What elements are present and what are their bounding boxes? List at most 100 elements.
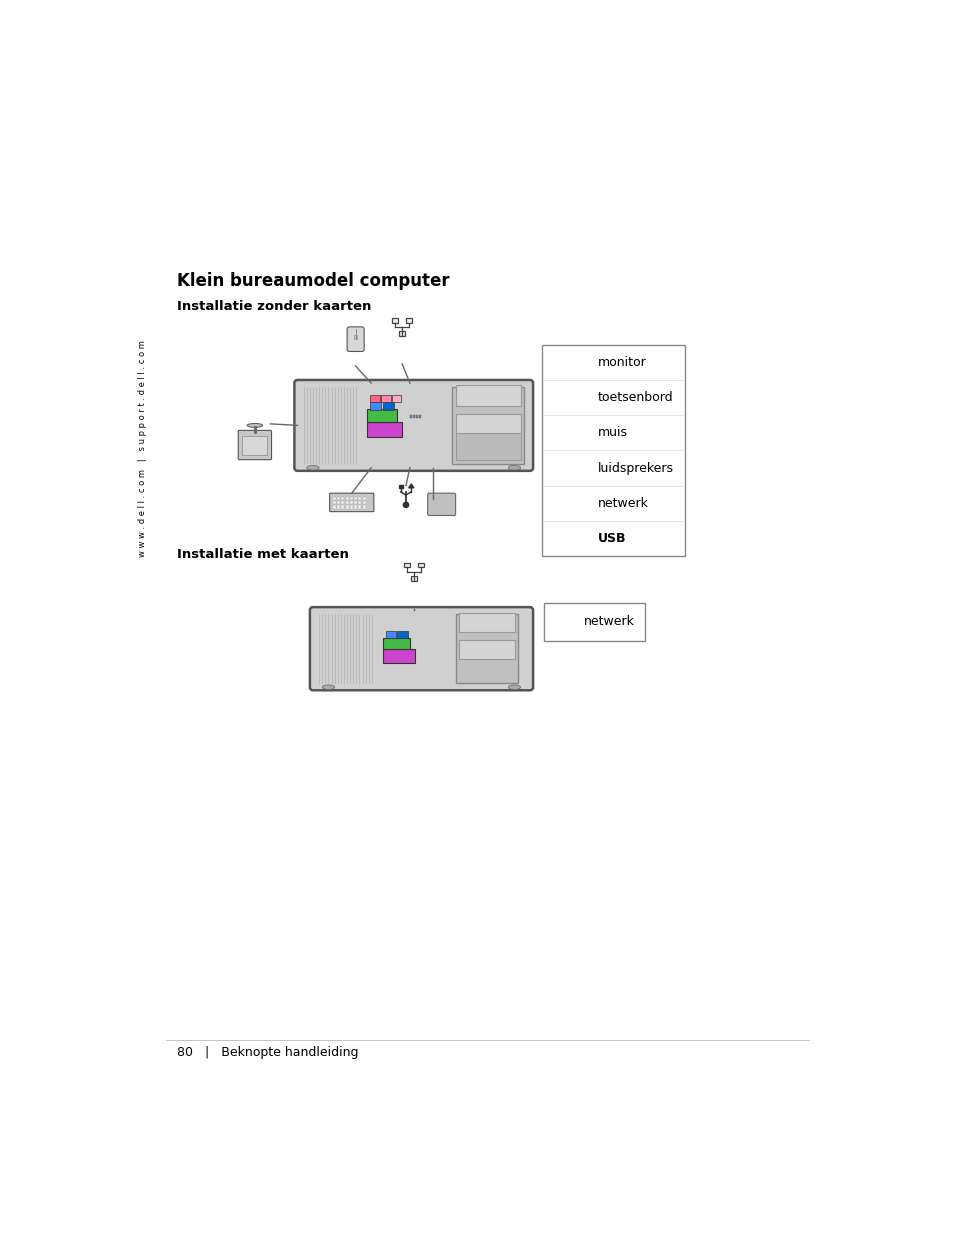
Bar xyxy=(572,398,575,401)
Bar xyxy=(382,403,394,410)
Bar xyxy=(350,496,353,500)
Bar xyxy=(558,390,562,393)
Bar xyxy=(563,394,566,398)
Bar xyxy=(558,394,562,398)
Circle shape xyxy=(562,540,567,545)
Bar xyxy=(567,394,571,398)
Bar xyxy=(543,603,644,641)
Text: netwerk: netwerk xyxy=(597,496,648,510)
Bar xyxy=(572,390,575,393)
Bar xyxy=(456,614,517,683)
FancyBboxPatch shape xyxy=(427,493,456,515)
Bar xyxy=(354,505,356,509)
Bar xyxy=(406,317,412,322)
Bar xyxy=(370,395,379,403)
Bar xyxy=(345,505,348,509)
Text: monitor: monitor xyxy=(597,356,645,369)
Ellipse shape xyxy=(508,685,520,689)
Text: luidsprekers: luidsprekers xyxy=(597,462,673,474)
Bar xyxy=(242,436,267,456)
Bar xyxy=(399,331,404,336)
Bar xyxy=(567,398,571,401)
Ellipse shape xyxy=(247,424,262,427)
Bar xyxy=(333,501,335,504)
Bar xyxy=(381,395,390,403)
Bar xyxy=(567,390,571,393)
Bar xyxy=(341,505,344,509)
FancyBboxPatch shape xyxy=(294,380,533,471)
Bar xyxy=(417,563,423,567)
FancyBboxPatch shape xyxy=(330,493,374,511)
Bar xyxy=(456,414,520,436)
Bar xyxy=(333,505,335,509)
Bar xyxy=(563,398,566,401)
Text: Installatie met kaarten: Installatie met kaarten xyxy=(177,548,349,561)
Ellipse shape xyxy=(557,351,572,354)
Bar xyxy=(459,614,515,632)
Bar xyxy=(336,501,340,504)
Text: Installatie zonder kaarten: Installatie zonder kaarten xyxy=(177,300,372,312)
Ellipse shape xyxy=(322,685,335,689)
Bar xyxy=(562,508,566,511)
Bar xyxy=(354,336,356,340)
Bar xyxy=(456,384,520,406)
Bar xyxy=(416,415,418,417)
Circle shape xyxy=(403,503,408,508)
Bar xyxy=(403,563,409,567)
FancyBboxPatch shape xyxy=(565,459,588,475)
Bar xyxy=(563,616,568,620)
Bar xyxy=(397,631,407,638)
Bar xyxy=(558,524,561,526)
FancyBboxPatch shape xyxy=(551,457,575,479)
Bar xyxy=(341,496,344,500)
Text: Klein bureaumodel computer: Klein bureaumodel computer xyxy=(177,272,450,290)
Bar xyxy=(413,415,415,417)
Bar xyxy=(555,363,574,374)
FancyBboxPatch shape xyxy=(547,390,581,404)
Bar xyxy=(555,390,558,393)
Bar xyxy=(382,648,415,662)
Bar xyxy=(418,415,421,417)
Bar xyxy=(358,496,361,500)
Ellipse shape xyxy=(307,466,319,471)
Text: w w w . d e l l . c o m   |   s u p p o r t . d e l l . c o m: w w w . d e l l . c o m | s u p p o r t … xyxy=(138,340,147,557)
Bar xyxy=(370,403,381,410)
Bar xyxy=(558,398,562,401)
Bar xyxy=(333,496,335,500)
Bar xyxy=(392,395,401,403)
Bar xyxy=(550,398,554,401)
Bar xyxy=(558,626,562,630)
Bar xyxy=(553,616,558,620)
Polygon shape xyxy=(408,484,414,488)
Bar xyxy=(362,501,365,504)
Bar xyxy=(555,394,558,398)
Bar xyxy=(385,631,395,638)
FancyBboxPatch shape xyxy=(551,357,578,379)
FancyBboxPatch shape xyxy=(310,608,533,690)
Bar xyxy=(562,429,566,432)
Polygon shape xyxy=(567,524,571,526)
Ellipse shape xyxy=(508,466,520,471)
Bar xyxy=(550,394,554,398)
FancyBboxPatch shape xyxy=(238,431,272,459)
Bar xyxy=(572,394,575,398)
Bar xyxy=(341,501,344,504)
Bar xyxy=(382,638,410,648)
Bar xyxy=(555,398,558,401)
Bar xyxy=(410,415,412,417)
Bar xyxy=(557,498,561,501)
Bar xyxy=(362,505,365,509)
Bar xyxy=(452,387,523,464)
Text: 80   |   Beknopte handleiding: 80 | Beknopte handleiding xyxy=(177,1046,358,1060)
Bar xyxy=(550,390,554,393)
Bar xyxy=(354,496,356,500)
Bar xyxy=(358,501,361,504)
Text: toetsenbord: toetsenbord xyxy=(597,391,673,404)
Bar xyxy=(336,496,340,500)
Text: muis: muis xyxy=(597,426,627,440)
Bar xyxy=(367,409,396,421)
Bar xyxy=(350,501,353,504)
Bar xyxy=(345,501,348,504)
Bar xyxy=(350,505,353,509)
Bar xyxy=(398,484,402,488)
